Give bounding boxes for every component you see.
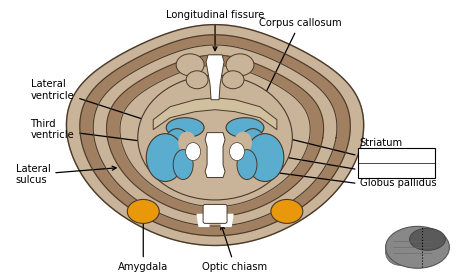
Ellipse shape — [271, 199, 303, 223]
Polygon shape — [80, 35, 350, 236]
Polygon shape — [205, 133, 225, 177]
Text: Third
ventricle: Third ventricle — [30, 119, 203, 150]
Ellipse shape — [226, 54, 254, 76]
Text: Amygdala: Amygdala — [118, 219, 168, 272]
Text: Optic chiasm: Optic chiasm — [202, 225, 267, 272]
Ellipse shape — [234, 132, 252, 153]
Ellipse shape — [138, 75, 292, 200]
Ellipse shape — [186, 143, 201, 161]
Ellipse shape — [146, 134, 184, 182]
Polygon shape — [206, 55, 224, 100]
Ellipse shape — [385, 226, 449, 268]
Text: Globus pallidus: Globus pallidus — [360, 178, 436, 188]
Polygon shape — [197, 214, 209, 226]
Ellipse shape — [410, 228, 446, 250]
Ellipse shape — [178, 132, 196, 153]
Text: Lateral
ventricle: Lateral ventricle — [30, 79, 171, 129]
Polygon shape — [93, 45, 337, 226]
Ellipse shape — [239, 129, 267, 167]
Text: Corpus callosum: Corpus callosum — [258, 18, 341, 101]
Polygon shape — [107, 55, 324, 216]
Ellipse shape — [176, 54, 204, 76]
Bar — [358, 148, 436, 177]
Polygon shape — [221, 214, 233, 226]
Text: Caudate: Caudate — [362, 151, 403, 161]
Polygon shape — [66, 25, 364, 246]
Text: Lateral
sulcus: Lateral sulcus — [16, 164, 116, 185]
Polygon shape — [120, 65, 310, 207]
Ellipse shape — [128, 199, 159, 223]
FancyBboxPatch shape — [203, 204, 227, 223]
Ellipse shape — [385, 239, 413, 265]
Ellipse shape — [186, 71, 208, 89]
Polygon shape — [153, 98, 277, 130]
Text: Striatum: Striatum — [360, 138, 403, 148]
Ellipse shape — [222, 71, 244, 89]
Ellipse shape — [163, 129, 191, 167]
Ellipse shape — [226, 118, 264, 138]
Text: Putamen: Putamen — [362, 164, 406, 175]
Ellipse shape — [166, 118, 204, 138]
Ellipse shape — [246, 134, 284, 182]
Ellipse shape — [229, 143, 245, 161]
Ellipse shape — [237, 150, 257, 180]
Ellipse shape — [173, 150, 193, 180]
Text: Longitudinal fissure: Longitudinal fissure — [166, 10, 264, 51]
